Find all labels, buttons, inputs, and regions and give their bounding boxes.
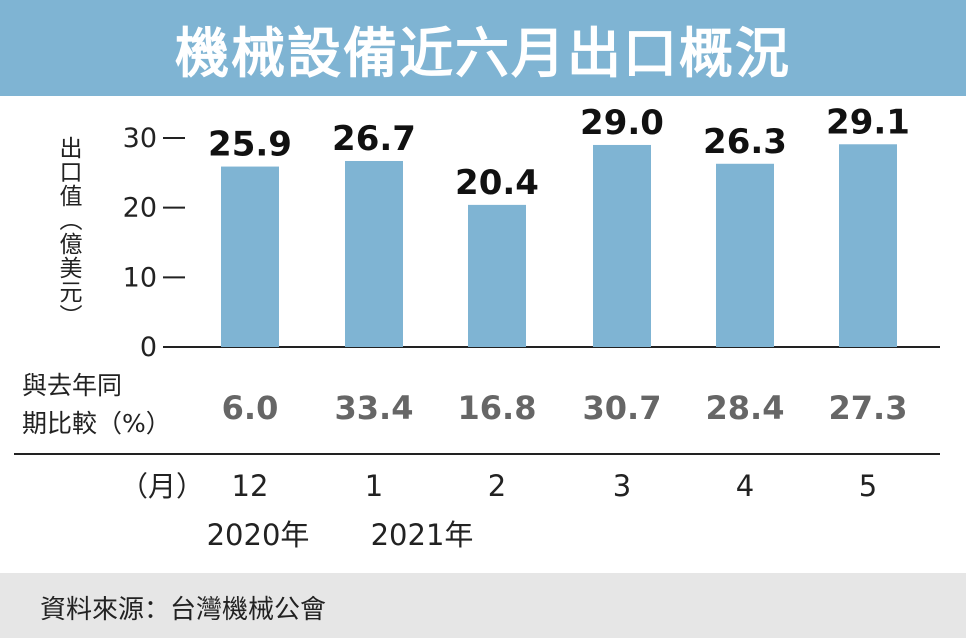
bar	[221, 166, 279, 347]
year-label: 2021年	[371, 518, 474, 552]
year-label: 2020年	[207, 518, 310, 552]
yoy-value: 28.4	[706, 389, 785, 427]
bar	[593, 144, 651, 347]
x-tick-label: 3	[613, 469, 631, 503]
bar-value-label: 20.4	[455, 163, 539, 203]
bar	[345, 160, 403, 347]
yoy-value: 33.4	[335, 389, 414, 427]
yoy-label-line2: 期比較（%）	[22, 409, 171, 438]
bar-value-label: 26.7	[332, 119, 416, 159]
title-bar: 機械設備近六月出口概況	[0, 0, 966, 96]
x-tick-label: 12	[232, 469, 269, 503]
source-footer: 資料來源：台灣機械公會	[0, 573, 966, 638]
bar-value-label: 29.0	[580, 103, 664, 143]
bar-value-label: 26.3	[703, 122, 787, 162]
bar-value-label: 25.9	[208, 125, 292, 165]
chart-title: 機械設備近六月出口概況	[175, 21, 791, 85]
month-unit-label: （月）	[120, 470, 204, 503]
y-tick-label: 10	[123, 262, 157, 293]
yoy-value: 27.3	[829, 389, 908, 427]
x-tick-label: 5	[859, 469, 877, 503]
bar	[468, 204, 526, 347]
x-tick-label: 2	[488, 469, 506, 503]
yoy-value: 6.0	[222, 389, 279, 427]
y-axis-label: 出口值（億美元）	[55, 136, 83, 328]
yoy-value: 16.8	[458, 389, 537, 427]
x-tick-label: 1	[365, 469, 383, 503]
source-text: 資料來源：台灣機械公會	[40, 595, 327, 625]
y-tick-label: 20	[123, 193, 157, 224]
y-tick-label: 0	[140, 332, 157, 363]
y-tick-label: 30	[123, 123, 157, 154]
bar-value-label: 29.1	[826, 102, 910, 142]
bar-chart: 出口值（億美元） 30 20 10 0 25.9 26.7 20.4 29.0 26.3 29.1 與…	[14, 102, 940, 552]
x-tick-label: 4	[736, 469, 754, 503]
yoy-value: 30.7	[583, 389, 662, 427]
bar	[839, 144, 897, 347]
bar	[716, 163, 774, 347]
yoy-label-line1: 與去年同	[22, 371, 122, 400]
